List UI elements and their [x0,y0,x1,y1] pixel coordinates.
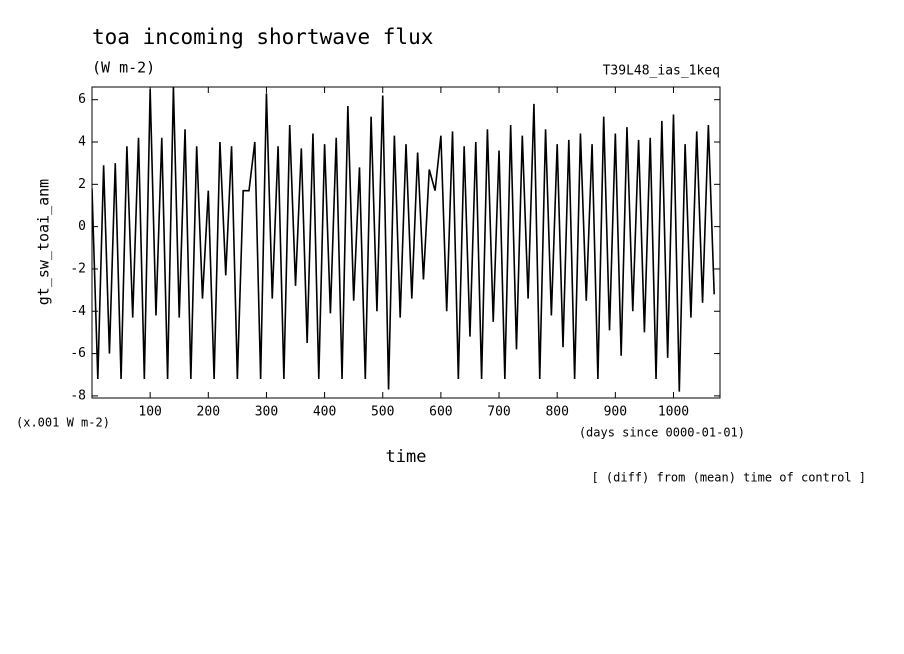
y-tick-label: 4 [78,135,86,150]
run-label: T39L48_ias_1keq [603,64,720,79]
y-tick-label: -6 [70,346,86,361]
x-tick-label: 600 [429,405,452,420]
chart-title: toa incoming shortwave flux [92,25,433,49]
footnote: [ (diff) from (mean) time of control ] [591,471,866,485]
y-tick-label: 0 [78,219,86,234]
x-unit-note: (days since 0000-01-01) [579,426,745,440]
x-tick-label: 1000 [658,405,689,420]
y-tick-label: -2 [70,261,86,276]
plot-frame [91,86,721,399]
x-tick-label: 200 [197,405,220,420]
y-tick-label: -8 [70,388,86,403]
data-line [92,87,715,392]
y-tick-label: -4 [70,304,86,319]
x-axis-label: time [386,447,427,467]
subtitle: (W m-2) [92,59,155,77]
x-tick-label: 700 [487,405,510,420]
x-tick-label: 100 [138,405,161,420]
x-tick-label: 300 [255,405,278,420]
y-axis-label: gt_sw_toai_anm [35,179,53,305]
x-tick-label: 400 [313,405,336,420]
y-tick-label: 6 [78,92,86,107]
x-tick-label: 900 [604,405,627,420]
x-tick-label: 800 [545,405,568,420]
y-tick-label: 2 [78,177,86,192]
x-tick-label: 500 [371,405,394,420]
y-unit-note: (x.001 W m-2) [16,416,110,430]
